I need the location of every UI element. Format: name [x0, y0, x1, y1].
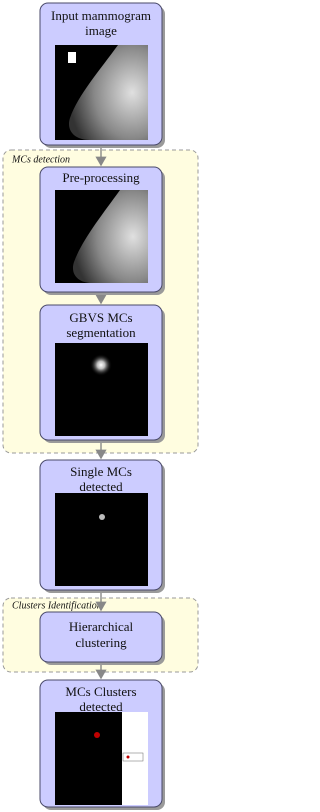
preprocessed-image: [55, 190, 148, 283]
node-box: [39, 611, 163, 663]
mammogram-image: [55, 45, 148, 140]
node-label: Single MCs: [70, 464, 132, 479]
diagram: MCs detection Clusters Identification In…: [2, 2, 199, 810]
node-label: Pre-processing: [62, 170, 140, 185]
cluster-image: [55, 712, 148, 805]
node-label: segmentation: [66, 325, 136, 340]
group-label: Clusters Identification: [12, 600, 102, 611]
page: {"groups": [ {"label": "MCs detection"},…: [2, 2, 199, 810]
group-label: MCs detection: [11, 154, 70, 165]
detected-image: [55, 493, 148, 586]
node-label: clustering: [75, 635, 127, 650]
node-label: detected: [79, 699, 123, 714]
node-label: Hierarchical: [69, 619, 134, 634]
node-label: detected: [79, 479, 123, 494]
saliency-image: [55, 343, 148, 436]
node-label: GBVS MCs: [69, 310, 132, 325]
node-label: image: [85, 23, 117, 38]
node-label: MCs Clusters: [65, 684, 136, 699]
node-label: Input mammogram: [51, 8, 151, 23]
